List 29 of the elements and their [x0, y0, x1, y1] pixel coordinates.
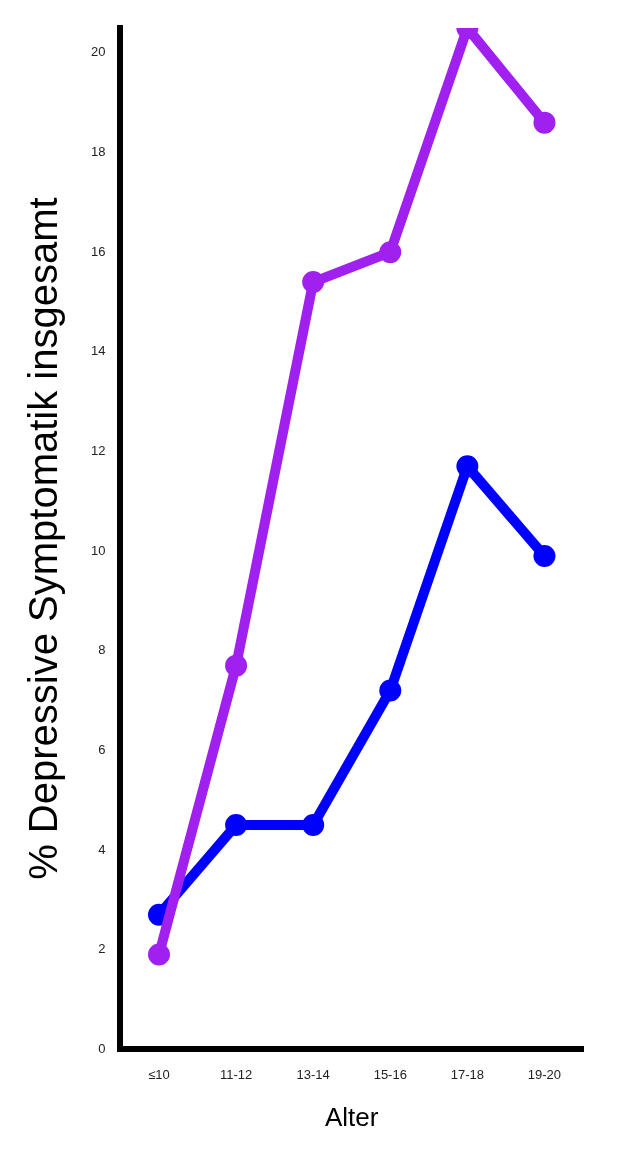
y-tick-label: 8 — [98, 642, 106, 658]
point — [148, 943, 171, 966]
point — [302, 271, 325, 294]
y-tick-label: 12 — [90, 443, 106, 458]
y-tick-label: 20 — [90, 44, 106, 60]
y-tick-label: 16 — [90, 243, 106, 259]
point — [225, 814, 248, 837]
y-tick-label: 4 — [98, 841, 106, 857]
point — [456, 455, 479, 478]
x-axis-title: Alter — [325, 1101, 379, 1132]
y-tick-label: 14 — [90, 343, 106, 359]
y-tick-label: 6 — [98, 741, 106, 757]
point — [533, 111, 556, 134]
point — [533, 545, 556, 568]
y-axis-title: % Depressive Symptomatik insgesamt — [21, 197, 66, 880]
x-tick-label: 13-14 — [296, 1066, 330, 1082]
x-tick-label: ≤10 — [148, 1066, 170, 1082]
y-tick-label: 10 — [90, 542, 106, 558]
y-tick-label: 18 — [90, 144, 106, 160]
y-tick-label: 2 — [98, 941, 106, 957]
point — [379, 679, 402, 702]
x-tick-label: 17-18 — [450, 1066, 484, 1082]
y-tick-label: 0 — [98, 1040, 106, 1056]
x-tick-label: 19-20 — [527, 1066, 562, 1082]
x-tick-label: 11-12 — [219, 1066, 253, 1082]
x-tick-label: 15-16 — [373, 1066, 407, 1082]
point — [225, 654, 248, 677]
point — [302, 814, 325, 837]
point — [379, 241, 402, 264]
